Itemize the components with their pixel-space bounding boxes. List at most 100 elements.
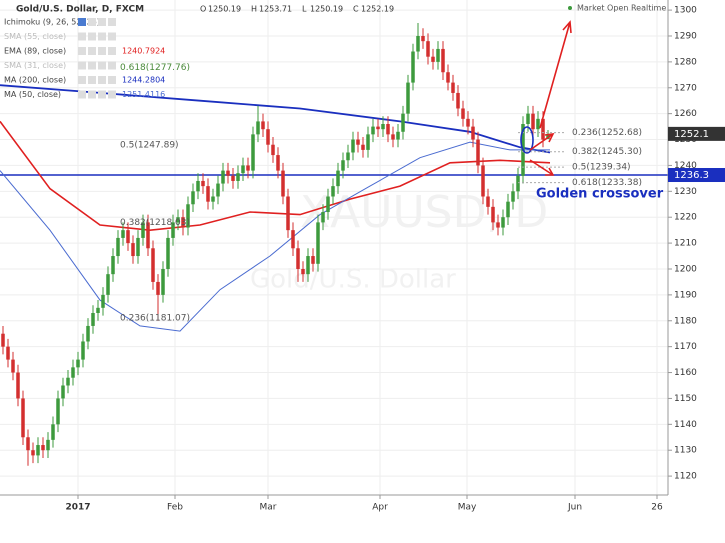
- indicator-button[interactable]: [98, 47, 106, 55]
- candle-body: [331, 186, 335, 197]
- indicator-button[interactable]: [78, 18, 86, 26]
- status: Market Open Realtime: [577, 4, 666, 13]
- time-axis: [0, 495, 668, 543]
- candle-body: [196, 180, 200, 192]
- candle-body: [336, 170, 340, 187]
- candle-body: [431, 56, 435, 62]
- indicator-button[interactable]: [88, 61, 96, 70]
- candle-body: [126, 230, 130, 244]
- candle-body: [481, 165, 485, 197]
- y-tick-label: 1290: [674, 31, 697, 41]
- arrow: [529, 133, 555, 151]
- candle-body: [101, 294, 105, 308]
- y-tick-label: 1160: [674, 368, 697, 378]
- indicator-button[interactable]: [108, 90, 116, 99]
- candle-body: [46, 439, 50, 451]
- candle-body: [421, 35, 425, 42]
- indicator-line: [0, 120, 551, 232]
- candle-body: [121, 230, 125, 238]
- candle-body: [56, 398, 60, 425]
- ohlc-key: L: [302, 5, 307, 14]
- ohlc-value: 1253.71: [259, 5, 292, 14]
- indicator-button[interactable]: [78, 61, 86, 70]
- y-tick-label: 1200: [674, 264, 697, 274]
- indicator-name: MA (200, close): [4, 76, 66, 85]
- y-tick-label: 1230: [674, 187, 697, 197]
- x-tick-label: Apr: [372, 503, 388, 513]
- candle-body: [31, 450, 35, 456]
- y-tick-label: 1210: [674, 239, 697, 249]
- indicator-button[interactable]: [98, 32, 106, 41]
- candle-body: [391, 134, 395, 140]
- indicator-button[interactable]: [98, 76, 106, 84]
- x-tick-label: 2017: [65, 503, 90, 513]
- candle-body: [321, 212, 325, 223]
- candle-body: [221, 170, 225, 184]
- candle-body: [96, 307, 100, 313]
- candle-body: [26, 437, 30, 451]
- fib-label: 0.5(1239.34): [572, 163, 631, 173]
- status-dot: [568, 6, 572, 10]
- candle-body: [486, 196, 490, 207]
- candle-body: [161, 268, 165, 295]
- candle-body: [216, 183, 220, 197]
- fib-label: 0.382(1218.03): [120, 218, 190, 228]
- indicator-value: 1251.4116: [122, 90, 165, 99]
- candle-body: [186, 204, 190, 228]
- indicator-button[interactable]: [88, 32, 96, 41]
- candle-body: [371, 126, 375, 135]
- candle-body: [536, 118, 540, 130]
- indicator-button[interactable]: [78, 76, 86, 84]
- ohlc-key: C: [353, 5, 359, 14]
- last-price-label: 1252.1: [674, 129, 709, 140]
- watermark-group: XAUUSD, D Gold/U.S. Dollar: [250, 187, 548, 295]
- ohlc-value: 1250.19: [310, 5, 343, 14]
- indicator-button[interactable]: [78, 90, 86, 99]
- indicator-button[interactable]: [78, 47, 86, 55]
- indicator-button[interactable]: [108, 18, 116, 26]
- indicator-button[interactable]: [98, 90, 106, 99]
- indicator-button[interactable]: [88, 47, 96, 55]
- candle-body: [531, 113, 535, 130]
- indicator-button[interactable]: [108, 32, 116, 41]
- indicator-button[interactable]: [78, 32, 86, 41]
- candle-body: [36, 445, 40, 456]
- candle-body: [351, 139, 355, 153]
- ohlc-header: O 1250.19 H 1253.71 L 1250.19 C 1252.19: [200, 5, 394, 14]
- candle-body: [526, 113, 530, 125]
- x-tick-label: 26: [651, 503, 663, 513]
- hline-label: 1236.3: [674, 170, 709, 181]
- candle-body: [226, 170, 230, 176]
- indicator-button[interactable]: [98, 18, 106, 26]
- candle-body: [1, 333, 5, 347]
- y-tick-label: 1260: [674, 109, 697, 119]
- candle-body: [81, 341, 85, 360]
- indicator-button[interactable]: [88, 90, 96, 99]
- x-tick-label: Jun: [567, 503, 582, 513]
- candle-body: [386, 124, 390, 135]
- axes: 1120 1130 1140 1150 1160 1170 1180 1190 1200 1210…: [65, 6, 725, 513]
- indicator-button[interactable]: [108, 47, 116, 55]
- candle-body: [51, 424, 55, 440]
- indicator-value: 1244.2804: [122, 76, 165, 85]
- candle-body: [111, 256, 115, 275]
- candle-body: [361, 144, 365, 150]
- candle-body: [456, 92, 460, 109]
- candle-body: [146, 222, 150, 249]
- indicator-value: 1240.7924: [122, 47, 165, 56]
- candle-body: [341, 160, 345, 171]
- candle-body: [346, 152, 350, 161]
- candle-body: [21, 398, 25, 438]
- candle-body: [306, 256, 310, 275]
- indicator-button[interactable]: [98, 61, 106, 70]
- candle-body: [496, 222, 500, 228]
- indicator-button[interactable]: [108, 76, 116, 84]
- hline-tag: [668, 168, 725, 183]
- y-tick-label: 1120: [674, 472, 697, 482]
- x-tick-label: Feb: [167, 503, 183, 513]
- indicator-button[interactable]: [88, 76, 96, 84]
- indicator-button[interactable]: [88, 18, 96, 26]
- y-tick-label: 1220: [674, 213, 697, 223]
- indicator-button[interactable]: [108, 61, 116, 70]
- candle-body: [76, 359, 80, 368]
